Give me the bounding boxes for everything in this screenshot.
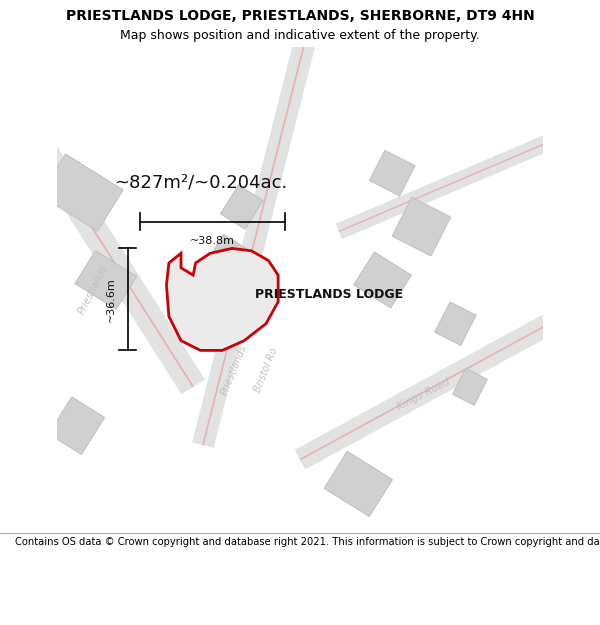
Polygon shape xyxy=(220,185,263,229)
Text: Bristol Ro: Bristol Ro xyxy=(253,346,280,394)
Text: Map shows position and indicative extent of the property.: Map shows position and indicative extent… xyxy=(120,29,480,42)
Text: PRIESTLANDS LODGE, PRIESTLANDS, SHERBORNE, DT9 4HN: PRIESTLANDS LODGE, PRIESTLANDS, SHERBORN… xyxy=(65,9,535,23)
Polygon shape xyxy=(452,368,487,405)
Polygon shape xyxy=(435,302,476,346)
Text: PRIESTLANDS LODGE: PRIESTLANDS LODGE xyxy=(255,288,403,301)
Polygon shape xyxy=(198,234,256,296)
Polygon shape xyxy=(354,252,412,308)
Text: Priestlands: Priestlands xyxy=(77,263,110,316)
Text: Priestlands: Priestlands xyxy=(220,343,249,397)
Polygon shape xyxy=(324,451,392,517)
Text: ~38.8m: ~38.8m xyxy=(190,236,235,246)
Polygon shape xyxy=(370,150,415,196)
Polygon shape xyxy=(40,154,123,231)
Polygon shape xyxy=(166,248,278,351)
Text: ~827m²/~0.204ac.: ~827m²/~0.204ac. xyxy=(114,174,287,192)
Text: Contains OS data © Crown copyright and database right 2021. This information is : Contains OS data © Crown copyright and d… xyxy=(15,537,600,547)
Text: ~36.6m: ~36.6m xyxy=(106,277,115,322)
Text: Kings Road: Kings Road xyxy=(395,376,452,412)
Polygon shape xyxy=(75,251,137,309)
Polygon shape xyxy=(392,197,451,256)
Polygon shape xyxy=(49,397,104,454)
